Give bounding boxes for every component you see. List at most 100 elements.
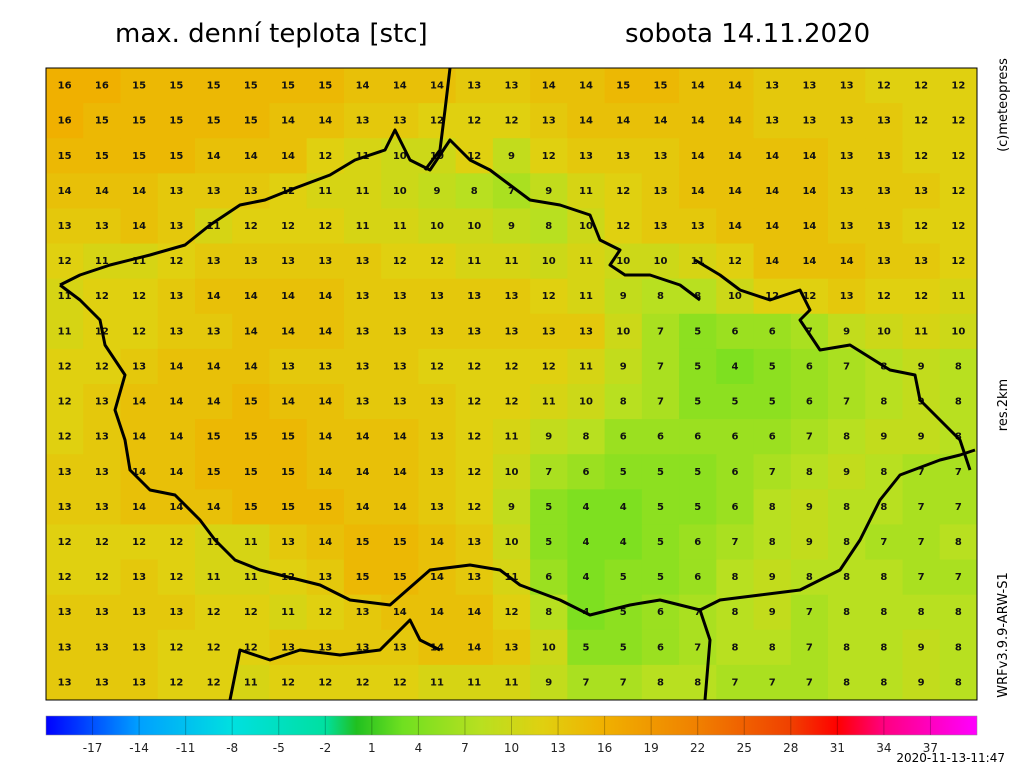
cell (492, 489, 531, 525)
cell-value: 13 (318, 361, 332, 372)
cell-value: 7 (769, 467, 776, 478)
cell (865, 313, 904, 350)
cell (343, 559, 382, 596)
cell-value: 8 (806, 572, 813, 583)
cell-value: 16 (58, 81, 72, 92)
cell-value: 8 (880, 397, 887, 408)
cell-value: 8 (694, 677, 701, 688)
cell-value: 6 (731, 502, 738, 513)
cell (865, 594, 904, 631)
cell-value: 12 (132, 537, 146, 548)
cell-value: 12 (169, 537, 183, 548)
cell (753, 103, 792, 139)
cell-value: 10 (505, 537, 519, 548)
cell-value: 14 (207, 361, 221, 372)
cell (455, 278, 494, 315)
cell (679, 594, 717, 631)
cell (679, 208, 717, 245)
cell (716, 103, 755, 139)
cell (418, 313, 457, 350)
cell (381, 524, 419, 561)
cell (828, 173, 866, 209)
cell (418, 384, 457, 420)
cell (120, 384, 159, 420)
cell-value: 4 (731, 361, 738, 372)
cell-value: 12 (58, 361, 72, 372)
cell (455, 103, 494, 139)
cell (232, 664, 270, 701)
cell-value: 8 (843, 642, 850, 653)
cell-value: 13 (840, 291, 854, 302)
cell (604, 103, 643, 139)
cell (865, 103, 904, 139)
cell-value: 11 (132, 256, 146, 267)
cell (157, 68, 196, 104)
cell-value: 8 (880, 502, 887, 513)
cell (604, 173, 643, 209)
cell (157, 664, 196, 701)
cell (716, 664, 755, 701)
cell (343, 419, 382, 455)
cell (194, 173, 233, 209)
cell-value: 12 (765, 291, 779, 302)
cell-value: 13 (356, 326, 370, 337)
cell (157, 278, 196, 315)
cell-value: 13 (318, 572, 332, 583)
cell (381, 629, 419, 666)
cell (269, 348, 308, 385)
cell (902, 243, 941, 280)
cell-value: 15 (244, 432, 258, 443)
cell (753, 454, 792, 490)
cell (939, 313, 978, 350)
cell (120, 173, 159, 209)
cell-value: 6 (657, 642, 664, 653)
cell-value: 13 (58, 677, 72, 688)
cell (46, 173, 84, 209)
cell (604, 524, 643, 561)
cell (530, 243, 568, 280)
cell-value: 12 (318, 677, 332, 688)
cell (865, 208, 904, 245)
cell (902, 68, 941, 104)
cell (418, 419, 457, 455)
cell-value: 8 (880, 572, 887, 583)
cell (83, 454, 121, 490)
cell (306, 348, 345, 385)
cell (194, 243, 233, 280)
cell-value: 14 (132, 221, 146, 232)
cell-value: 14 (765, 256, 779, 267)
cell-value: 8 (769, 502, 776, 513)
cell-value: 11 (207, 221, 221, 232)
cell-value: 14 (393, 607, 407, 618)
cell-value: 14 (765, 151, 779, 162)
cell-value: 15 (653, 81, 667, 92)
cell (418, 489, 457, 525)
cell-value: 12 (914, 151, 928, 162)
cell (865, 664, 904, 701)
cell (939, 384, 978, 420)
cell-value: 12 (207, 607, 221, 618)
cell-value: 14 (802, 221, 816, 232)
cell (306, 68, 345, 104)
cell (790, 489, 829, 525)
cell-value: 7 (620, 677, 627, 688)
colorbar-label: 34 (876, 741, 891, 755)
cell-value: 12 (542, 361, 556, 372)
cell (641, 243, 680, 280)
cell-value: 13 (505, 326, 519, 337)
cell-value: 13 (430, 432, 444, 443)
cell-value: 12 (58, 572, 72, 583)
cell (343, 524, 382, 561)
cell-value: 13 (653, 151, 667, 162)
cell (492, 664, 531, 701)
cell (679, 278, 717, 315)
colorbar-label: 31 (830, 741, 845, 755)
cell (567, 313, 606, 350)
cell-value: 14 (802, 256, 816, 267)
cell-value: 14 (318, 397, 332, 408)
cell (194, 138, 233, 174)
cell-value: 10 (951, 326, 965, 337)
cell (194, 278, 233, 315)
cell-value: 13 (356, 607, 370, 618)
cell (343, 208, 382, 245)
